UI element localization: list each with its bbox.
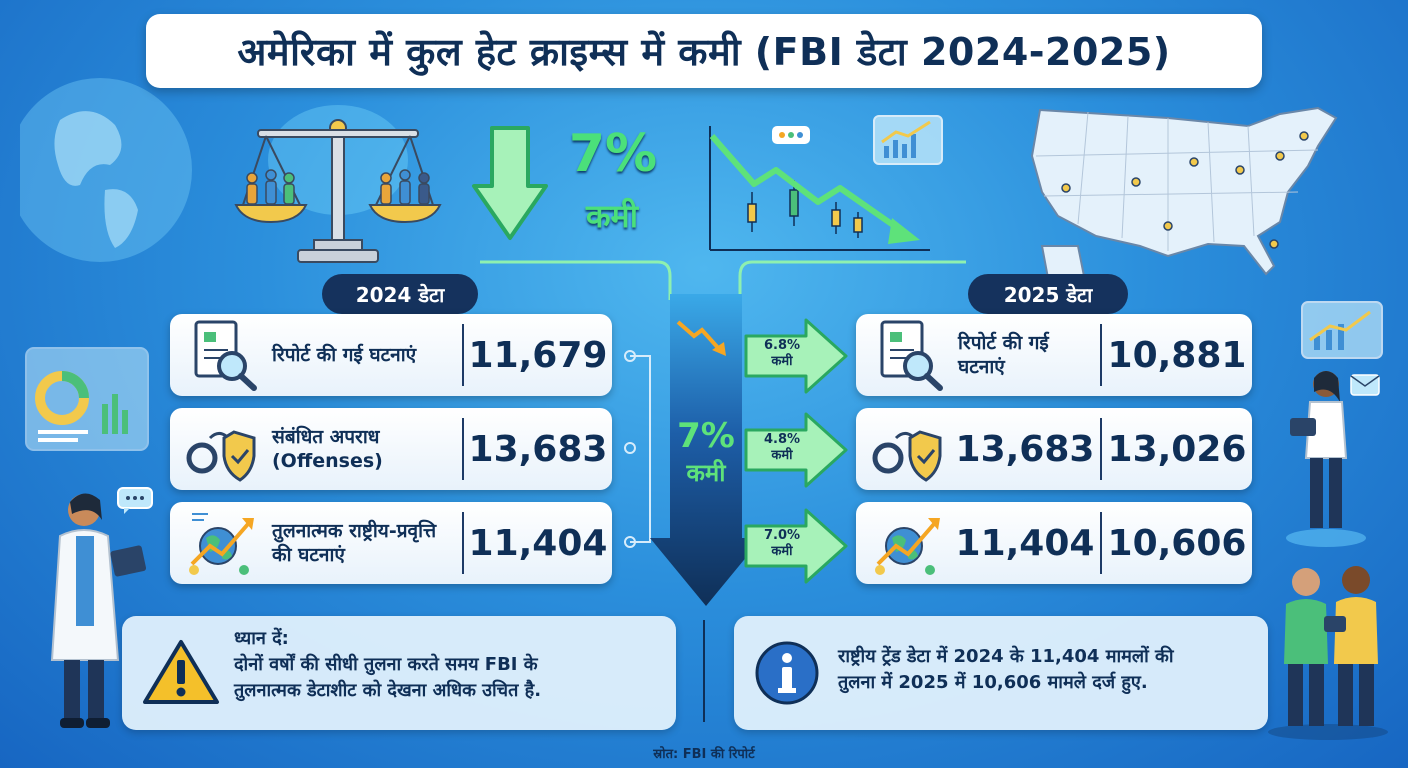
change-word-offenses: कमी	[771, 448, 793, 463]
right-prev-offenses: 13,683	[955, 428, 1095, 470]
right-card-offenses: 13,683 13,026	[856, 408, 1252, 490]
title-banner: अमेरिका में कुल हेट क्राइम्स में कमी (FB…	[146, 14, 1262, 88]
info-line-2: तुलना में 2025 में 10,606 मामले दर्ज हुए…	[838, 672, 1148, 693]
warning-line-1: दोनों वर्षों की सीधी तुलना करते समय FBI …	[234, 654, 538, 675]
change-pct-reported: 6.8%	[763, 338, 801, 353]
left-card-reported: रिपोर्ट की गई घटनाएं 11,679	[170, 314, 612, 396]
right-card-national-trend: 11,404 10,606	[856, 502, 1252, 584]
warning-note: ध्यान दें: दोनों वर्षों की सीधी तुलना कर…	[122, 616, 676, 730]
headline-word: कमी	[585, 197, 638, 235]
divider	[462, 324, 464, 386]
center-percent: 7%	[677, 416, 735, 456]
presenter-woman-figure	[1286, 371, 1366, 547]
usa-map-icon	[1030, 106, 1338, 280]
right-value-national-trend: 10,606	[1107, 522, 1247, 564]
divider	[1100, 418, 1102, 480]
justice-scale-icon	[234, 105, 442, 263]
right-value-reported: 10,881	[1107, 334, 1247, 376]
globe-illustration	[20, 78, 192, 262]
center-word: कमी	[686, 459, 726, 487]
warning-heading: ध्यान दें:	[234, 628, 289, 649]
dashboard-panel-icon	[25, 347, 149, 451]
right-value-offenses: 13,026	[1107, 428, 1247, 470]
left-value-offenses: 13,683	[468, 428, 608, 470]
headline-percent: 7%	[568, 124, 658, 184]
badge-2025: 2025 डेटा	[968, 274, 1128, 314]
small-decline-arrow-icon	[676, 320, 726, 356]
left-value-reported: 11,679	[468, 334, 608, 376]
left-card-offenses: संबंधित अपराध (Offenses) 13,683	[170, 408, 612, 490]
change-pct-offenses: 4.8%	[763, 432, 801, 447]
team-men-figure	[1268, 566, 1388, 740]
change-arrow-national-trend: 7.0% कमी	[744, 508, 848, 584]
center-down-arrow-icon	[650, 294, 762, 606]
divider	[1100, 324, 1102, 386]
info-line-1: राष्ट्रीय ट्रेंड डेटा में 2024 के 11,404…	[838, 646, 1174, 667]
right-prev-national-trend: 11,404	[955, 522, 1095, 564]
green-arrow-icon	[744, 508, 848, 584]
growth-chart-panel-icon	[1301, 301, 1383, 359]
mail-icon	[1350, 374, 1380, 396]
down-arrow-icon	[472, 126, 548, 240]
divider	[1100, 512, 1102, 574]
divider	[462, 512, 464, 574]
change-arrow-reported: 6.8% कमी	[744, 318, 848, 394]
change-word-national-trend: कमी	[771, 544, 793, 559]
warning-line-2: तुलनात्मक डेटाशीट को देखना अधिक उचित है.	[234, 680, 542, 701]
change-word-reported: कमी	[771, 354, 793, 369]
divider	[462, 418, 464, 480]
change-arrow-offenses: 4.8% कमी	[744, 412, 848, 488]
warning-icon	[143, 640, 219, 704]
chat-bubble-icon	[117, 487, 153, 514]
right-card-reported: रिपोर्ट की गई घटनाएं 10,881	[856, 314, 1252, 396]
info-icon	[755, 641, 819, 705]
green-arrow-icon	[744, 412, 848, 488]
trend-screen-icon	[873, 115, 943, 165]
badge-2024: 2024 डेटा	[322, 274, 478, 314]
info-note: राष्ट्रीय ट्रेंड डेटा में 2024 के 11,404…	[734, 616, 1268, 730]
decline-chart-icon	[709, 126, 930, 251]
report-magnifier-icon	[880, 320, 943, 391]
right-label-reported: रिपोर्ट की गई घटनाएं	[958, 332, 1049, 378]
green-arrow-icon	[744, 318, 848, 394]
left-card-national-trend: तुलनात्मक राष्ट्रीय-प्रवृत्ति की घटनाएं …	[170, 502, 612, 584]
left-label-reported: रिपोर्ट की गई घटनाएं	[272, 344, 417, 366]
left-label-national-trend: तुलनात्मक राष्ट्रीय-प्रवृत्ति की घटनाएं	[272, 520, 437, 566]
left-label-offenses: संबंधित अपराध (Offenses)	[272, 426, 383, 472]
left-value-national-trend: 11,404	[468, 522, 608, 564]
source-caption: स्रोत: FBI की रिपोर्ट	[653, 747, 755, 762]
globe-trend-icon	[875, 518, 940, 575]
report-magnifier-icon	[194, 320, 257, 391]
handcuffs-shield-icon	[186, 430, 256, 482]
globe-trend-icon	[189, 513, 254, 575]
analyst-woman-figure	[50, 493, 147, 728]
change-pct-national-trend: 7.0%	[763, 528, 801, 543]
handcuffs-shield-icon	[872, 430, 942, 482]
page-title: अमेरिका में कुल हेट क्राइम्स में कमी (FB…	[237, 30, 1171, 74]
